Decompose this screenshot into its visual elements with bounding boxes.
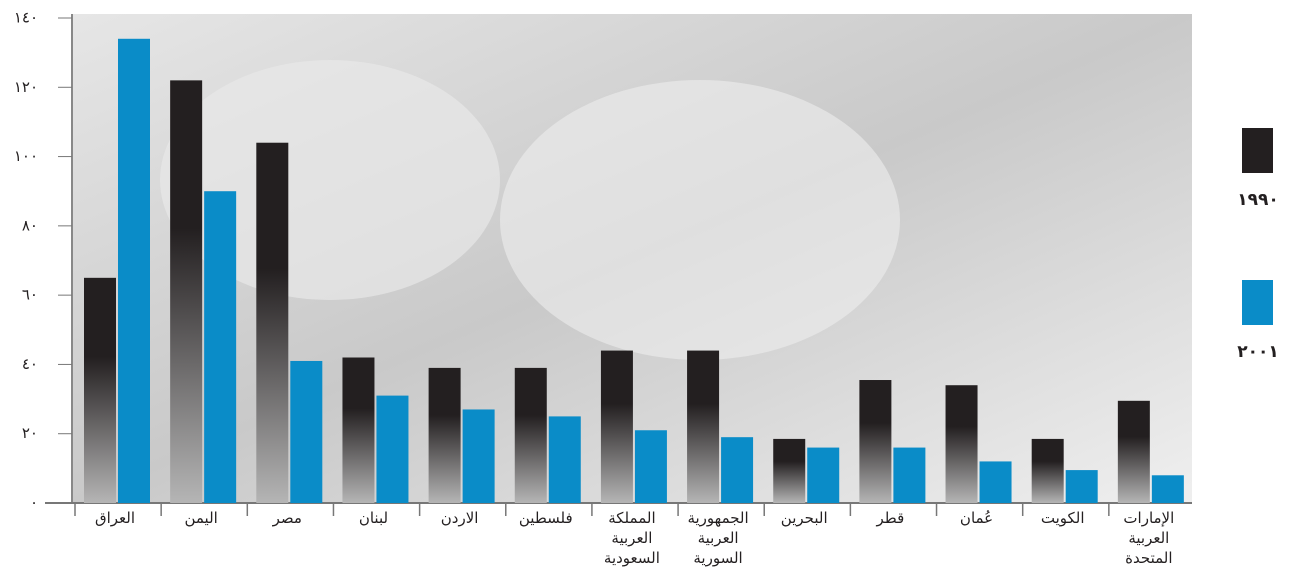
- x-tick-label: العراق: [94, 509, 136, 527]
- bar: [773, 438, 806, 503]
- photo-shape: [500, 80, 900, 360]
- x-tick-label: الكويت: [1040, 509, 1085, 527]
- bar: [170, 80, 203, 503]
- bar: [687, 350, 720, 503]
- x-tick-label: المملكة العربية السعودية: [603, 509, 660, 567]
- x-tick-label: مصر: [272, 509, 302, 527]
- bar: [721, 437, 754, 503]
- bar: [979, 461, 1012, 503]
- bar: [256, 142, 289, 503]
- x-tick-label: الجمهورية العربية السورية: [687, 509, 749, 567]
- photo-shape: [160, 60, 500, 300]
- bar: [204, 191, 237, 503]
- y-tick-label: ١٠٠: [14, 147, 38, 165]
- legend-label: ١٩٩٠: [1237, 190, 1279, 210]
- bar: [376, 395, 409, 503]
- bar: [118, 38, 150, 504]
- x-tick-label: قطر: [876, 509, 905, 527]
- legend-label: ٢٠٠١: [1237, 342, 1279, 362]
- bar: [428, 367, 461, 503]
- bar: [548, 416, 581, 503]
- bar: [290, 360, 323, 503]
- bar: [945, 385, 978, 503]
- bar: [600, 350, 633, 503]
- bar: [893, 447, 926, 503]
- y-tick-label: ٠: [30, 494, 38, 512]
- bar: [1151, 475, 1184, 503]
- x-tick-label: فلسطين: [518, 509, 573, 527]
- x-tick-label: الاردن: [440, 509, 479, 527]
- x-tick-label: اليمن: [184, 509, 218, 527]
- y-tick-label: ٦٠: [22, 286, 38, 304]
- x-tick-label: عُمان: [959, 509, 994, 527]
- y-tick-label: ٨٠: [22, 216, 38, 234]
- bar: [514, 367, 547, 503]
- bar: [342, 357, 375, 503]
- bar: [1117, 400, 1150, 503]
- x-tick-label: البحرين: [780, 509, 828, 527]
- legend-swatch: [1242, 128, 1273, 173]
- y-tick-label: ١٢٠: [14, 78, 38, 96]
- bar: [807, 447, 840, 503]
- x-tick-label: الإمارات العربية المتحدة: [1123, 509, 1175, 567]
- bar: [1065, 470, 1098, 503]
- y-tick-label: ٤٠: [22, 355, 38, 373]
- bar: [859, 380, 892, 503]
- legend-swatch: [1242, 280, 1273, 325]
- y-tick-label: ٢٠: [22, 424, 38, 442]
- bar: [84, 277, 116, 503]
- bar: [634, 430, 667, 503]
- bar: [1031, 438, 1064, 503]
- y-tick-label: ١٤٠: [14, 9, 38, 27]
- x-tick-label: لبنان: [358, 509, 389, 527]
- bar: [462, 409, 495, 503]
